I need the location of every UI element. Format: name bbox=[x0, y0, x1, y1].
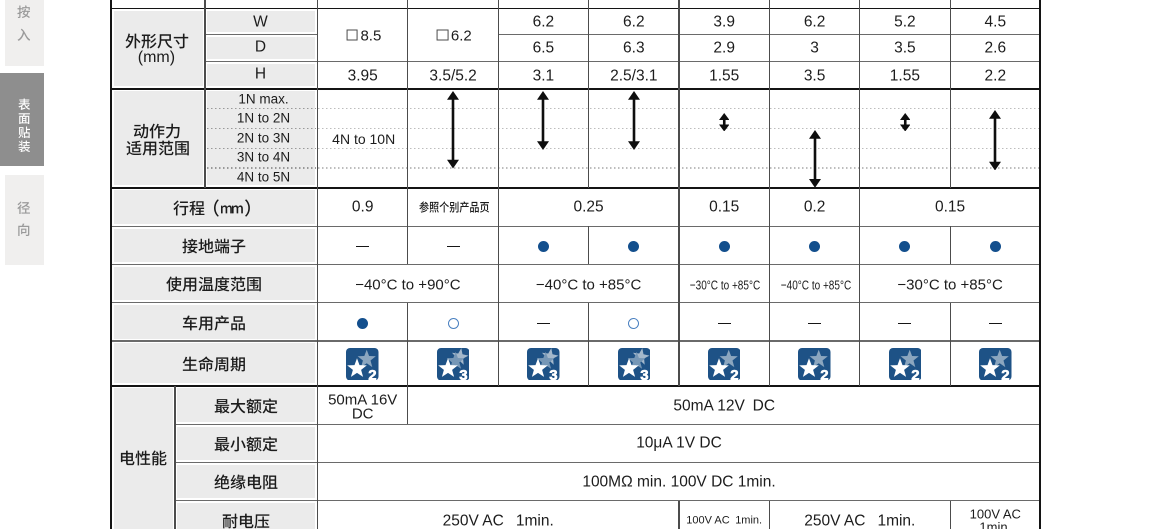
svg-text:3: 3 bbox=[549, 367, 557, 381]
svg-text:2: 2 bbox=[730, 367, 738, 381]
svg-text:3: 3 bbox=[640, 367, 648, 381]
svg-text:2: 2 bbox=[911, 367, 919, 381]
svg-text:2: 2 bbox=[369, 367, 377, 381]
svg-text:3: 3 bbox=[459, 367, 467, 381]
svg-text:2: 2 bbox=[1001, 367, 1009, 381]
svg-text:2: 2 bbox=[821, 367, 829, 381]
